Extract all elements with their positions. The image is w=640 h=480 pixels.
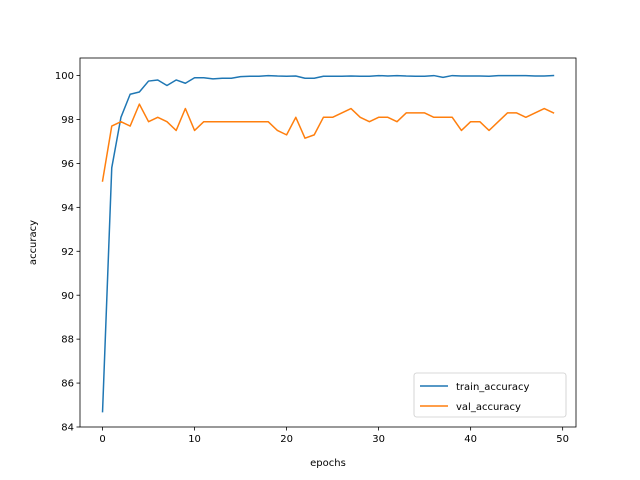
x-tick-label: 40 — [464, 434, 477, 445]
y-tick-label: 86 — [61, 379, 74, 390]
y-axis-label: accuracy — [28, 220, 39, 265]
x-tick-label: 50 — [556, 434, 569, 445]
x-axis-ticks: 0 10 20 30 40 50 — [99, 427, 569, 445]
x-tick-label: 0 — [99, 434, 105, 445]
y-tick-label: 94 — [61, 203, 74, 214]
x-tick-label: 10 — [188, 434, 201, 445]
y-tick-label: 88 — [61, 335, 74, 346]
y-axis-ticks: 84 86 88 90 92 94 96 98 100 — [55, 71, 80, 434]
y-tick-label: 98 — [61, 115, 74, 126]
x-tick-label: 30 — [372, 434, 385, 445]
y-tick-label: 96 — [61, 159, 74, 170]
series-line-train-accuracy — [101, 74, 555, 413]
x-tick-label: 20 — [280, 434, 293, 445]
x-axis-label: epochs — [310, 458, 346, 469]
y-tick-label: 100 — [55, 71, 74, 82]
axes-frame — [79, 57, 577, 428]
y-tick-label: 84 — [61, 423, 74, 434]
legend-label: train_accuracy — [456, 382, 529, 393]
series-line-val-accuracy — [101, 103, 555, 182]
y-tick-label: 90 — [61, 291, 74, 302]
legend-box — [413, 372, 567, 418]
plot-lines — [101, 74, 555, 413]
legend-label: val_accuracy — [456, 402, 521, 413]
y-tick-label: 92 — [61, 247, 74, 258]
legend: train_accuracy val_accuracy — [413, 372, 567, 418]
